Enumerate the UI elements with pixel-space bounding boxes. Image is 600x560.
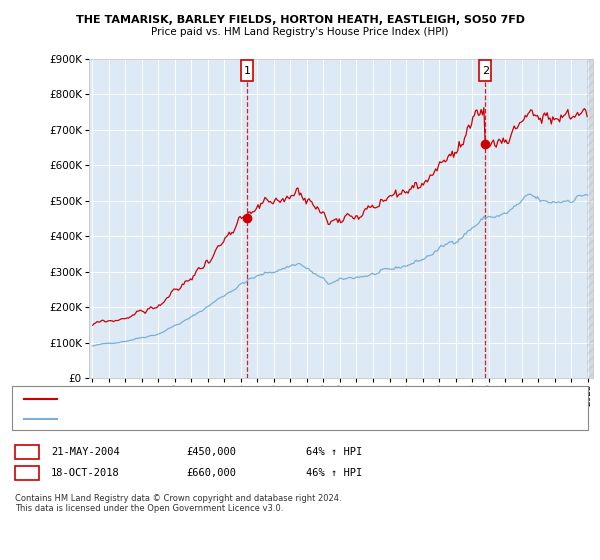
Text: £660,000: £660,000 [186, 468, 236, 478]
Text: Price paid vs. HM Land Registry's House Price Index (HPI): Price paid vs. HM Land Registry's House … [151, 27, 449, 37]
Text: 46% ↑ HPI: 46% ↑ HPI [306, 468, 362, 478]
Bar [587, 59, 593, 378]
Text: 18-OCT-2018: 18-OCT-2018 [51, 468, 120, 478]
Text: 21-MAY-2004: 21-MAY-2004 [51, 447, 120, 458]
Text: Contains HM Land Registry data © Crown copyright and database right 2024.
This d: Contains HM Land Registry data © Crown c… [15, 494, 341, 514]
Text: 1: 1 [23, 447, 31, 458]
Text: HPI: Average price, detached house, Eastleigh: HPI: Average price, detached house, East… [63, 414, 272, 424]
Bar [479, 60, 491, 81]
Bar [241, 60, 253, 81]
Text: 2: 2 [23, 468, 31, 478]
Text: THE TAMARISK, BARLEY FIELDS, HORTON HEATH, EASTLEIGH, SO50 7FD (detached hous: THE TAMARISK, BARLEY FIELDS, HORTON HEAT… [63, 394, 459, 403]
Text: 2: 2 [482, 66, 489, 76]
Text: 1: 1 [244, 66, 251, 76]
Text: £450,000: £450,000 [186, 447, 236, 458]
Text: 64% ↑ HPI: 64% ↑ HPI [306, 447, 362, 458]
Text: THE TAMARISK, BARLEY FIELDS, HORTON HEATH, EASTLEIGH, SO50 7FD: THE TAMARISK, BARLEY FIELDS, HORTON HEAT… [76, 15, 524, 25]
